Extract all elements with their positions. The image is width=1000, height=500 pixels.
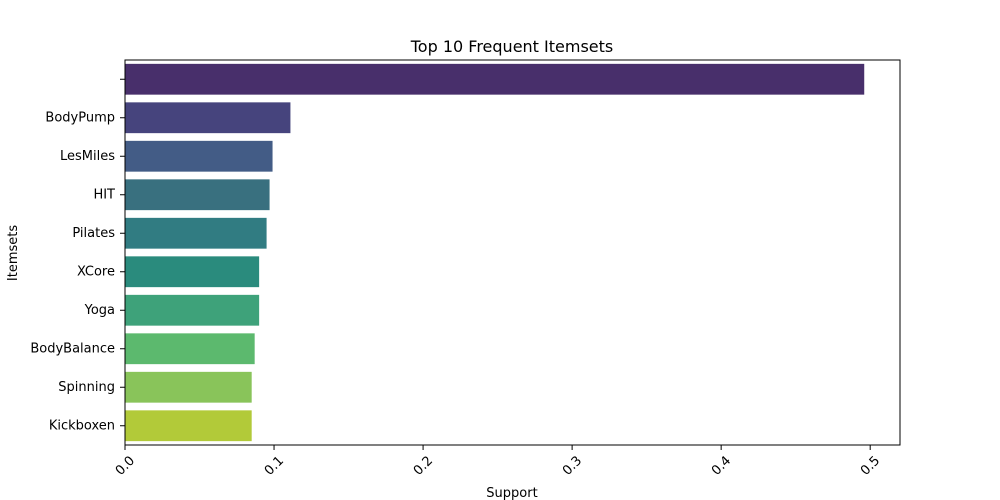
- y-tick-label: Spinning: [58, 380, 115, 395]
- bar: [125, 140, 273, 172]
- bar: [125, 294, 260, 326]
- bar: [125, 256, 260, 288]
- y-axis-label: Itemsets: [6, 225, 21, 281]
- plot-frame: [124, 59, 901, 446]
- bar: [125, 333, 255, 365]
- y-tick-label: BodyBalance: [30, 341, 115, 356]
- chart-title: Top 10 Frequent Itemsets: [410, 37, 614, 56]
- bars-layer: [125, 63, 865, 442]
- bar: [125, 410, 252, 442]
- x-axis-label: Support: [486, 486, 537, 500]
- bar: [125, 102, 291, 134]
- y-axis: BodyPump LesMiles HIT Pilates XCore Yoga BodyB…: [30, 78, 125, 433]
- bar: [125, 179, 270, 211]
- y-tick-label: LesMiles: [60, 149, 115, 164]
- y-tick-label: Kickboxen: [49, 418, 115, 433]
- y-tick-label: BodyPump: [45, 110, 115, 125]
- y-tick-label: Pilates: [72, 226, 115, 241]
- y-tick-label: XCore: [77, 264, 115, 279]
- y-tick-label: Yoga: [84, 303, 115, 318]
- bar: [125, 371, 252, 403]
- bar: [125, 217, 267, 249]
- bar: [125, 63, 865, 95]
- y-tick-label: HIT: [93, 187, 115, 202]
